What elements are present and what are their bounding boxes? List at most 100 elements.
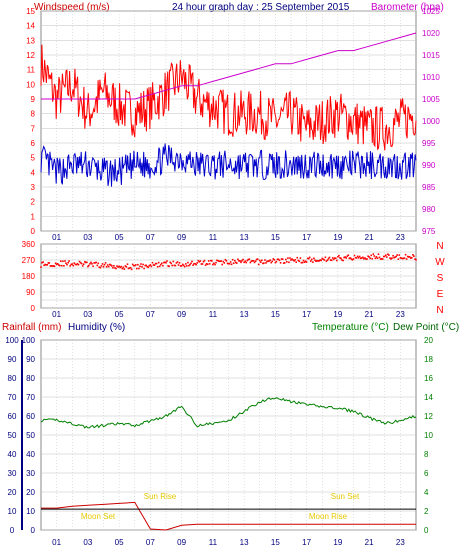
direction-point — [90, 261, 92, 264]
direction-point — [46, 264, 49, 266]
direction-point — [254, 260, 257, 263]
direction-point — [291, 258, 293, 260]
temperature-label: Temperature (°C) — [312, 322, 389, 333]
direction-point — [81, 265, 84, 267]
direction-point — [252, 260, 255, 262]
barometer-y-tick: 1005 — [422, 95, 440, 104]
temperature-y-tick: 18 — [424, 355, 433, 364]
direction-point — [395, 255, 397, 258]
direction-x-tick: 17 — [302, 310, 311, 319]
direction-point — [310, 260, 312, 262]
direction-point — [193, 262, 195, 265]
direction-point — [305, 261, 308, 263]
direction-point — [191, 260, 193, 263]
humidity-y-tick: 50 — [26, 431, 35, 440]
direction-point — [228, 263, 231, 265]
direction-point — [326, 259, 329, 261]
direction-x-tick: 05 — [115, 310, 124, 319]
direction-point — [247, 258, 250, 261]
direction-point — [279, 262, 282, 264]
direction-point — [174, 264, 177, 267]
wind-x-tick: 19 — [333, 233, 342, 242]
gust-series — [40, 44, 417, 151]
direction-point — [387, 253, 389, 255]
direction-point — [132, 264, 135, 267]
direction-point — [153, 264, 156, 266]
direction-point — [299, 257, 302, 259]
direction-point — [328, 256, 331, 259]
direction-point — [253, 261, 256, 264]
direction-point — [205, 263, 208, 265]
direction-point — [381, 258, 384, 260]
astro-annotation: Moon Set — [81, 512, 116, 521]
direction-point — [143, 267, 145, 270]
direction-point — [57, 264, 60, 266]
humidity-y-tick: 60 — [26, 412, 35, 421]
wind-y-tick: 9 — [31, 95, 36, 104]
direction-point — [312, 261, 314, 263]
direction-point — [389, 257, 391, 259]
direction-point — [330, 259, 333, 262]
humidity-y-axis: 0 10 20 30 40 50 60 70 80 90 100 — [21, 336, 36, 535]
direction-point — [210, 259, 212, 262]
barometer-y-tick: 1010 — [422, 73, 440, 82]
temperature-y-tick: 12 — [424, 412, 433, 421]
direction-x-tick: 09 — [177, 310, 186, 319]
direction-point — [317, 260, 319, 262]
direction-point — [126, 263, 129, 265]
direction-point — [321, 257, 323, 260]
direction-point — [219, 260, 221, 263]
barometer-y-tick: 1020 — [422, 29, 440, 38]
direction-point — [197, 259, 200, 262]
direction-y-tick: 90 — [26, 288, 35, 297]
direction-point — [113, 265, 115, 267]
gust-line — [40, 44, 417, 151]
direction-point — [298, 260, 301, 263]
direction-point — [85, 261, 87, 264]
direction-point — [415, 258, 417, 261]
direction-point — [383, 255, 386, 258]
direction-y-tick: 0 — [31, 304, 36, 313]
barometer-label: Barometer (hpa) — [371, 2, 444, 13]
direction-point — [315, 260, 317, 263]
wind-y-tick: 1 — [31, 212, 36, 221]
direction-point — [163, 261, 165, 264]
direction-point — [201, 263, 204, 265]
direction-point — [43, 264, 45, 267]
direction-point — [116, 265, 118, 267]
direction-point — [297, 259, 300, 262]
wind-x-tick: 13 — [240, 233, 249, 242]
temperature-y-tick: 0 — [424, 526, 429, 535]
direction-point — [366, 258, 368, 260]
direction-point — [102, 265, 105, 268]
direction-point — [139, 265, 141, 268]
direction-point — [260, 261, 262, 263]
direction-point — [394, 256, 396, 258]
rainfall-y-tick: 70 — [8, 393, 17, 402]
direction-point — [353, 254, 356, 257]
direction-point — [173, 264, 176, 267]
wind-x-tick: 01 — [52, 233, 61, 242]
temperature-grid — [41, 339, 416, 531]
humidity-y-tick: 90 — [26, 355, 35, 364]
wind-x-tick: 05 — [115, 233, 124, 242]
humidity-y-tick: 20 — [26, 488, 35, 497]
direction-point — [283, 262, 286, 264]
direction-point — [301, 261, 304, 264]
direction-point — [287, 257, 289, 259]
direction-point — [294, 259, 296, 261]
direction-point — [128, 267, 131, 269]
astro-annotation: Moon Rise — [309, 512, 348, 521]
direction-point — [135, 264, 137, 266]
direction-point — [300, 261, 303, 264]
direction-point — [293, 260, 295, 262]
temperature-x-tick: 17 — [302, 538, 311, 547]
direction-point — [152, 264, 155, 266]
wind-y-tick: 8 — [31, 110, 36, 119]
dewpoint-label: Dew Point (°C) — [393, 322, 459, 333]
direction-point — [257, 263, 260, 266]
direction-point — [386, 256, 388, 258]
direction-point — [327, 257, 330, 260]
